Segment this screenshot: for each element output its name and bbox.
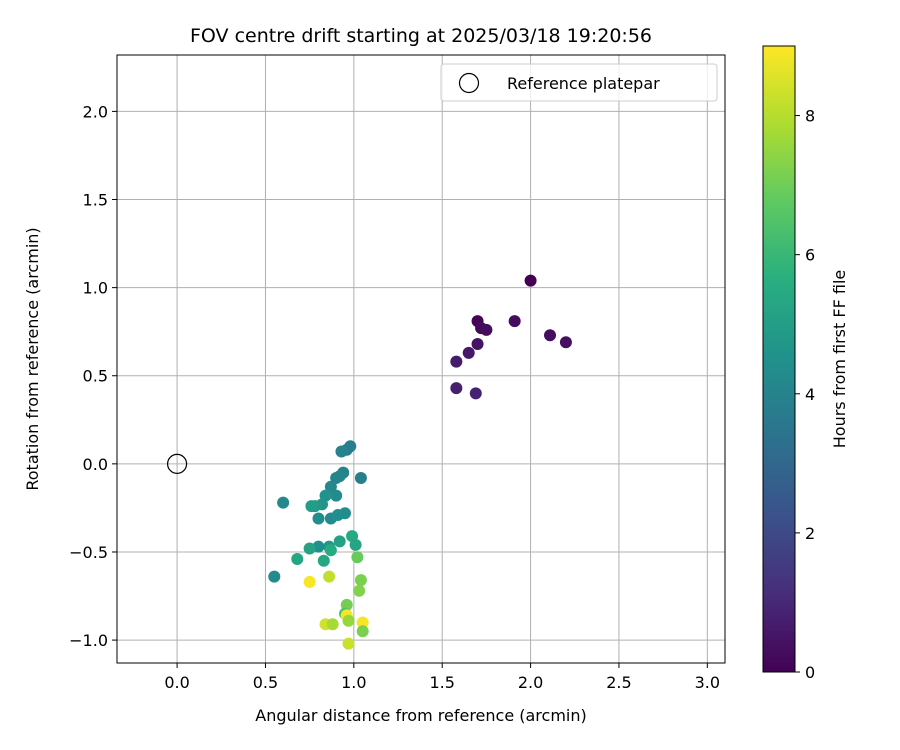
data-point [324, 544, 337, 557]
data-point [353, 584, 366, 597]
colorbar-gradient [762, 45, 796, 673]
data-point [330, 489, 343, 502]
y-tick-label: −0.5 [69, 543, 108, 562]
y-tick-label: 0.5 [83, 367, 108, 386]
data-point [324, 480, 337, 493]
y-tick-label: 1.5 [83, 191, 108, 210]
data-point [356, 625, 369, 638]
data-point [305, 500, 318, 513]
data-point [291, 553, 304, 566]
reference-layer [166, 453, 188, 474]
x-axis-ticks: 0.0 0.5 1.0 1.5 2.0 2.5 3.0 [164, 663, 720, 692]
x-tick-label: 1.5 [429, 673, 454, 692]
data-point [356, 616, 369, 629]
colorbar: 0 2 4 6 8 Hours from first FF file [762, 45, 849, 682]
data-points [268, 274, 572, 650]
data-point [559, 336, 572, 349]
data-point [342, 637, 355, 650]
y-tick-label: −1.0 [69, 631, 108, 650]
data-point [268, 570, 281, 583]
data-point [354, 574, 367, 587]
x-tick-label: 2.5 [606, 673, 631, 692]
data-point [351, 551, 364, 564]
data-point [508, 315, 521, 328]
reference-point [166, 453, 188, 474]
data-point [335, 445, 348, 458]
colorbar-ticks: 0 2 4 6 8 [795, 107, 815, 682]
colorbar-tick-label: 2 [805, 524, 815, 543]
data-point [450, 355, 463, 368]
y-axis-label: Rotation from reference (arcmin) [23, 227, 42, 490]
data-point [330, 471, 343, 484]
data-point [333, 535, 346, 548]
data-point [317, 554, 330, 567]
colorbar-label: Hours from first FF file [830, 270, 849, 449]
y-tick-label: 0.0 [83, 455, 108, 474]
x-tick-label: 0.0 [164, 673, 189, 692]
x-axis-label: Angular distance from reference (arcmin) [255, 706, 586, 725]
data-point [277, 496, 290, 509]
y-axis-ticks: −1.0 −0.5 0.0 0.5 1.0 1.5 2.0 [69, 102, 117, 650]
y-tick-label: 2.0 [83, 102, 108, 121]
chart-title: FOV centre drift starting at 2025/03/18 … [190, 25, 652, 47]
data-point [524, 274, 537, 287]
colorbar-tick-label: 8 [805, 107, 815, 126]
data-point [339, 507, 351, 520]
data-point [303, 575, 316, 588]
legend-marker-open-circle [458, 72, 480, 94]
data-point [349, 538, 362, 551]
data-point [480, 323, 493, 336]
data-point [312, 512, 325, 525]
data-point [471, 338, 484, 351]
colorbar-tick-label: 0 [805, 663, 815, 682]
colorbar-tick-label: 6 [805, 246, 815, 265]
plot-frame [116, 54, 726, 664]
data-point [323, 570, 336, 583]
data-point [462, 346, 475, 359]
data-point [450, 382, 463, 395]
data-point [326, 618, 339, 631]
x-tick-label: 1.0 [341, 673, 366, 692]
data-point [342, 614, 355, 627]
colorbar-tick-label: 4 [805, 385, 815, 404]
x-tick-label: 0.5 [253, 673, 278, 692]
grid [117, 55, 725, 663]
data-point [544, 329, 557, 342]
y-tick-label: 1.0 [83, 279, 108, 298]
data-point [354, 471, 367, 484]
legend: Reference platepar [440, 63, 718, 102]
legend-box [440, 63, 718, 102]
data-point [303, 542, 316, 555]
x-tick-label: 2.0 [518, 673, 543, 692]
data-point [469, 387, 482, 400]
legend-label: Reference platepar [507, 74, 660, 93]
x-tick-label: 3.0 [695, 673, 720, 692]
